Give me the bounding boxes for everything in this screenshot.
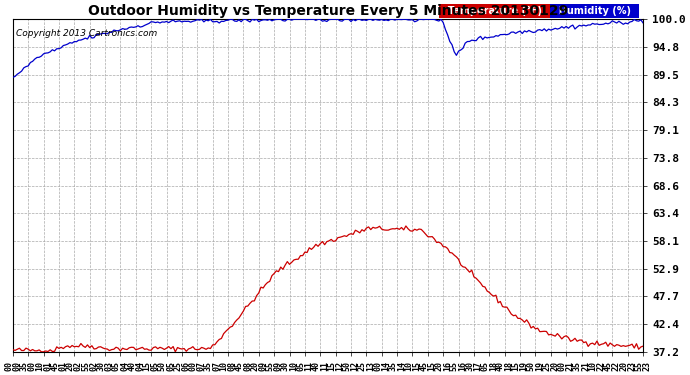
- Text: Temperature (°F): Temperature (°F): [442, 6, 549, 16]
- Text: Copyright 2013 Cartronics.com: Copyright 2013 Cartronics.com: [16, 29, 157, 38]
- Title: Outdoor Humidity vs Temperature Every 5 Minutes 20130129: Outdoor Humidity vs Temperature Every 5 …: [88, 4, 568, 18]
- Text: Humidity (%): Humidity (%): [552, 6, 638, 16]
